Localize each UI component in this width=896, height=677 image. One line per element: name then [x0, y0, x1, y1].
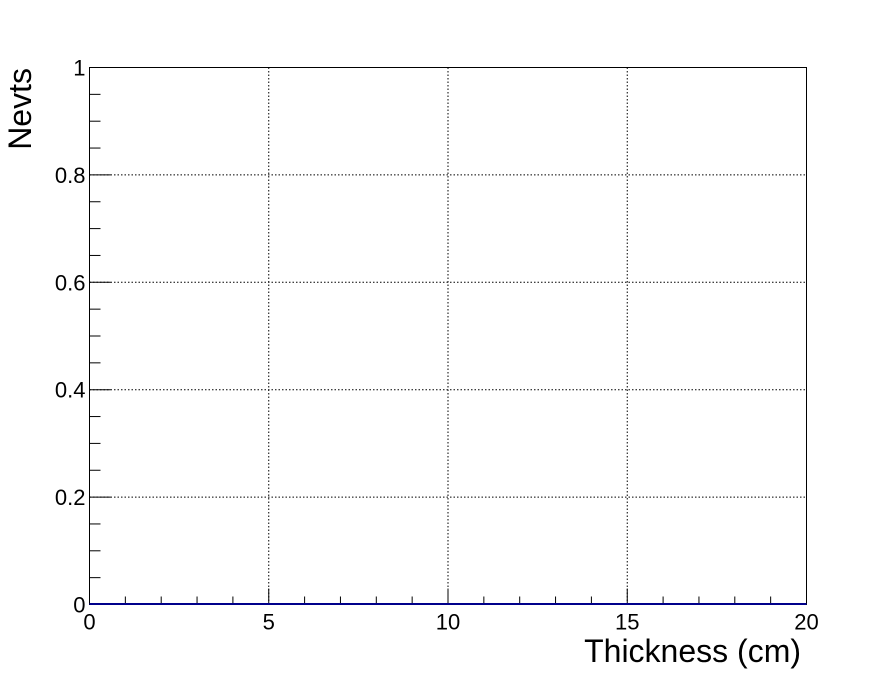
x-tick-label: 10: [436, 610, 460, 635]
y-tick-label: 1: [73, 56, 85, 81]
plot-frame: [89, 67, 807, 605]
y-tick-label: 0.8: [55, 163, 86, 188]
x-tick-label: 5: [263, 610, 275, 635]
y-axis-title: Nevts: [2, 68, 38, 150]
label-layer: 0 5 10 15 20 0 0.2 0.4 0.6 0.8 1: [55, 56, 819, 635]
grid-layer: [89, 67, 807, 605]
y-tick-label: 0.4: [55, 378, 86, 403]
x-tick-label: 20: [794, 610, 818, 635]
y-tick-label: 0.6: [55, 270, 86, 295]
x-axis-title: Thickness (cm): [584, 633, 801, 669]
y-tick-label: 0: [73, 593, 85, 618]
y-tick-label: 0.2: [55, 485, 86, 510]
x-tick-label: 15: [615, 610, 639, 635]
x-tick-label: 0: [83, 610, 95, 635]
